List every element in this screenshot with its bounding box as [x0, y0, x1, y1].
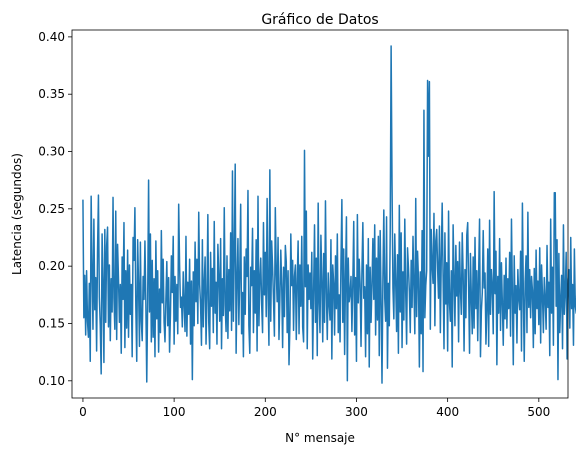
x-tick-label: 0 — [79, 405, 87, 419]
x-axis-label: N° mensaje — [285, 431, 355, 445]
y-tick-label: 0.40 — [38, 30, 65, 44]
x-axis: 0 100 200 300 400 500 — [79, 398, 550, 419]
y-axis: 0.10 0.15 0.20 0.25 0.30 0.35 0.40 — [38, 30, 72, 388]
x-tick-label: 300 — [345, 405, 368, 419]
chart-title: Gráfico de Datos — [261, 12, 378, 28]
y-tick-label: 0.35 — [38, 87, 65, 101]
y-tick-label: 0.20 — [38, 259, 65, 273]
x-tick-label: 400 — [436, 405, 459, 419]
y-tick-label: 0.15 — [38, 316, 65, 330]
series-line — [82, 45, 576, 384]
y-tick-label: 0.10 — [38, 374, 65, 388]
x-tick-label: 100 — [163, 405, 186, 419]
axes-frame — [71, 29, 569, 399]
x-tick-label: 500 — [527, 405, 550, 419]
y-axis-label: Latencia (segundos) — [10, 153, 24, 275]
plot-area — [82, 45, 576, 384]
y-tick-label: 0.30 — [38, 145, 65, 159]
x-tick-label: 200 — [254, 405, 277, 419]
y-tick-label: 0.25 — [38, 202, 65, 216]
